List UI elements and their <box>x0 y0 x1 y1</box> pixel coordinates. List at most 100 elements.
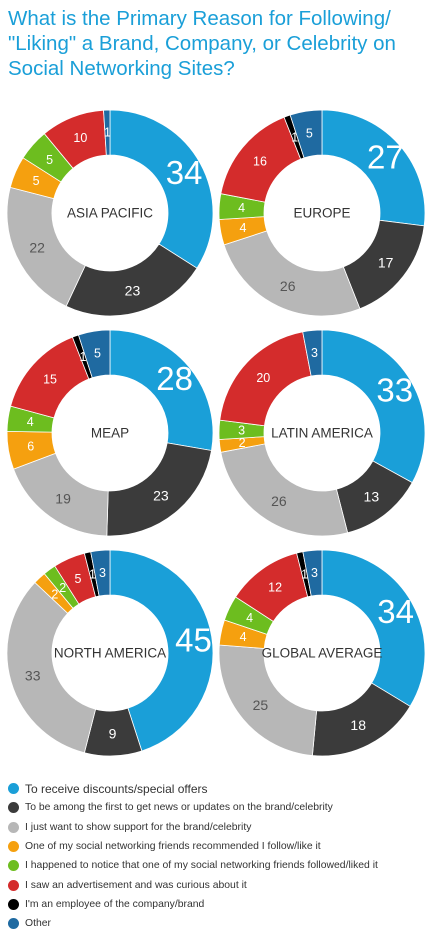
data-label: 26 <box>271 493 287 509</box>
chart-title-line-1: What is the Primary Reason for Following… <box>8 7 391 30</box>
legend-label: I happened to notice that one of my soci… <box>25 860 378 872</box>
data-label: 5 <box>46 153 53 167</box>
data-label: 5 <box>94 346 101 360</box>
donut-region-title: NORTH AMERICA <box>54 646 166 661</box>
data-label: 18 <box>350 717 366 733</box>
legend-label: I'm an employee of the company/brand <box>25 898 205 910</box>
donut-slice-other <box>77 329 111 379</box>
legend-swatch <box>8 802 19 814</box>
donut-chart: 27 17 26 4 4 16 1 5 EUROPE <box>218 109 426 317</box>
data-label: 33 <box>25 667 41 683</box>
donut-slice-support <box>220 443 349 537</box>
donut-region-title: LATIN AMERICA <box>271 426 373 441</box>
legend-swatch <box>8 918 19 930</box>
donut-slice-discounts <box>109 549 214 752</box>
data-label: 22 <box>29 239 45 255</box>
data-label: 4 <box>239 221 246 235</box>
legend-swatch <box>8 841 19 853</box>
donut-region-title: GLOBAL AVERAGE <box>262 646 383 661</box>
donut-slice-discounts <box>321 109 426 227</box>
data-label: 19 <box>55 490 71 506</box>
legend-item-advertisement: I saw an advertisement and was curious a… <box>8 875 444 894</box>
data-label: 4 <box>27 415 34 429</box>
legend-item-employee: I'm an employee of the company/brand <box>8 895 444 914</box>
data-label: 1 <box>89 567 96 581</box>
donut-slice-discounts <box>321 329 426 484</box>
donut-region-title: MEAP <box>91 426 129 441</box>
data-label: 23 <box>125 282 141 298</box>
donut-hole <box>52 595 168 711</box>
data-label: 34 <box>166 154 203 191</box>
data-label: 1 <box>301 567 308 581</box>
legend-label: One of my social networking friends reco… <box>25 841 321 853</box>
data-label: 1 <box>80 350 87 364</box>
data-label: 5 <box>306 126 313 140</box>
data-label: 16 <box>253 155 267 169</box>
data-label: 6 <box>27 440 34 454</box>
legend-item-noticed: I happened to notice that one of my soci… <box>8 856 444 875</box>
chart-title: What is the Primary Reason for Following… <box>8 6 438 81</box>
legend-swatch <box>8 898 19 910</box>
data-label: 2 <box>239 436 246 450</box>
legend-item-discounts: To receive discounts/special offers <box>8 779 444 798</box>
donut-chart: 28 23 19 6 4 15 1 5 MEAP <box>6 329 214 537</box>
data-label: 3 <box>311 566 318 580</box>
legend-item-news: To be among the first to get news or upd… <box>8 798 444 817</box>
legend-item-support: I just want to show support for the bran… <box>8 818 444 837</box>
data-label: 3 <box>311 346 318 360</box>
data-label: 12 <box>268 581 282 595</box>
donut-slice-support <box>6 581 97 754</box>
data-label: 4 <box>238 201 245 215</box>
donut-hole <box>52 375 168 491</box>
legend: To receive discounts/special offers To b… <box>8 779 444 933</box>
data-label: 23 <box>153 487 169 503</box>
legend-swatch <box>8 783 19 795</box>
chart-title-line-2: "Liking" a Brand, Company, or Celebrity … <box>8 32 396 55</box>
legend-item-other: Other <box>8 914 444 933</box>
data-label: 25 <box>253 697 269 713</box>
legend-label: To be among the first to get news or upd… <box>25 802 333 814</box>
donut-region-title: EUROPE <box>293 206 350 221</box>
donut-hole <box>264 155 380 271</box>
data-label: 10 <box>73 131 87 145</box>
donut-slice-other <box>90 549 111 597</box>
donut-chart: 34 23 22 55 10 1 ASIA PACIFIC <box>6 109 214 317</box>
data-label: 4 <box>246 611 253 625</box>
data-label: 15 <box>43 372 57 386</box>
donut-slice-discounts <box>321 549 426 707</box>
donut-slice-other <box>103 109 111 156</box>
data-label: 2 <box>51 587 58 601</box>
donut-slice-discounts <box>109 109 214 269</box>
data-label: 9 <box>109 725 117 741</box>
legend-label: I saw an advertisement and was curious a… <box>25 879 247 891</box>
donut-slice-support <box>223 230 361 317</box>
legend-label: I just want to show support for the bran… <box>25 821 252 833</box>
donut-hole <box>52 155 168 271</box>
legend-swatch <box>8 821 19 833</box>
donut-slice-other <box>302 329 323 377</box>
data-label: 20 <box>256 371 270 385</box>
data-label: 45 <box>175 621 212 658</box>
donut-slice-other <box>289 109 323 159</box>
data-label: 33 <box>376 371 413 408</box>
data-label: 13 <box>364 489 380 505</box>
data-label: 1 <box>104 126 111 140</box>
data-label: 5 <box>75 572 82 586</box>
data-label: 1 <box>291 130 298 144</box>
chart-title-line-3: Social Networking Sites? <box>8 57 235 80</box>
data-label: 34 <box>377 593 414 630</box>
data-label: 26 <box>280 278 296 294</box>
donut-slice-other <box>302 549 323 597</box>
donut-hole <box>264 375 380 491</box>
donut-region-title: ASIA PACIFIC <box>67 206 153 221</box>
data-label: 27 <box>367 139 404 176</box>
data-label: 5 <box>33 174 40 188</box>
data-label: 4 <box>240 630 247 644</box>
donut-slice-discounts <box>109 329 214 451</box>
data-label: 17 <box>378 254 394 270</box>
legend-item-recommended: One of my social networking friends reco… <box>8 837 444 856</box>
legend-swatch <box>8 860 19 872</box>
